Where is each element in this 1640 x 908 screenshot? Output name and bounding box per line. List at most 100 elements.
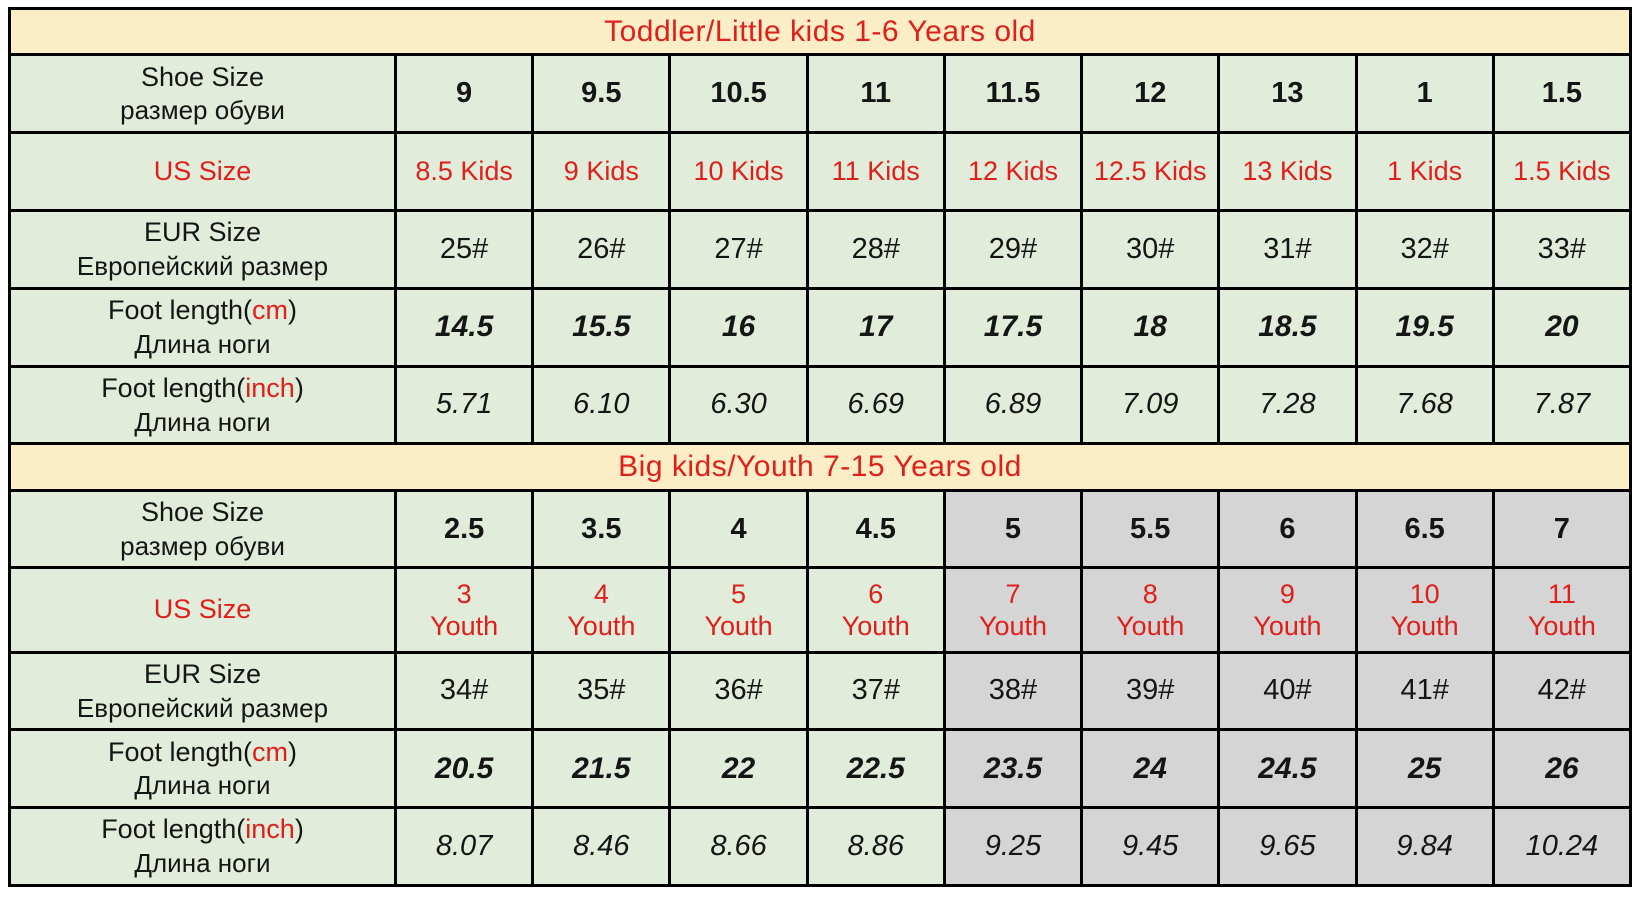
foot-length-cm-cell: 20: [1491, 286, 1633, 368]
table-row: EUR Size Европейский размер 25# 26# 27# …: [8, 208, 1633, 290]
row-label-ru: Длина ноги: [134, 328, 271, 359]
row-label-en: Foot length(cm): [107, 736, 298, 767]
shoe-size-cell: 4: [668, 488, 809, 570]
us-size-cell: 10 Youth: [1354, 566, 1495, 654]
foot-length-cm-cell: 25: [1354, 728, 1495, 810]
us-size-cell: 5 Youth: [668, 566, 809, 654]
us-size-cell: 13 Kids: [1217, 131, 1358, 212]
eur-size-cell: 32#: [1354, 208, 1495, 290]
us-size-cell: 10 Kids: [668, 131, 809, 212]
shoe-size-cell: 6: [1217, 488, 1358, 570]
row-label-en: Foot length(cm): [107, 294, 298, 325]
row-label-en: Foot length(inch): [101, 372, 304, 403]
us-size-cell: 7 Youth: [942, 566, 1084, 654]
foot-length-inch-cell: 9.84: [1354, 806, 1495, 887]
foot-length-inch-cell: 9.65: [1217, 806, 1358, 887]
us-size-cell: 1 Kids: [1354, 131, 1495, 212]
us-size-cell: 1.5 Kids: [1491, 131, 1633, 212]
foot-length-cm-cell: 20.5: [393, 728, 535, 810]
foot-length-cm-cell: 22.5: [805, 728, 946, 810]
row-label-foot-length-inch: Foot length(inch) Длина ноги: [8, 364, 397, 446]
shoe-size-cell: 5: [942, 488, 1084, 570]
table-row: Big kids/Youth 7-15 Years old: [8, 442, 1632, 492]
row-label-en: EUR Size: [143, 217, 262, 248]
row-label-en: US Size: [153, 155, 252, 186]
foot-length-inch-cell: 8.46: [531, 806, 672, 887]
eur-size-cell: 29#: [942, 208, 1084, 290]
section-toddler: Toddler/Little kids 1-6 Years old Shoe S…: [8, 6, 1633, 446]
section-big-kids: Big kids/Youth 7-15 Years old Shoe Size …: [8, 442, 1633, 887]
row-label-us-size: US Size: [8, 566, 397, 654]
foot-length-inch-cell: 8.07: [393, 806, 535, 887]
us-size-cell: 8.5 Kids: [393, 131, 535, 212]
eur-size-cell: 39#: [1080, 650, 1221, 732]
row-label-ru: Длина ноги: [134, 770, 271, 801]
us-size-cell: 9 Kids: [531, 131, 672, 212]
row-label-en: Shoe Size: [140, 496, 265, 527]
row-label-ru: размер обуви: [120, 95, 285, 126]
foot-length-inch-cell: 8.66: [668, 806, 809, 887]
table-row: US Size 8.5 Kids 9 Kids 10 Kids 11 Kids …: [8, 131, 1633, 212]
foot-length-cm-cell: 17: [805, 286, 946, 368]
row-label-foot-length-cm: Foot length(cm) Длина ноги: [8, 728, 397, 810]
shoe-size-cell: 5.5: [1080, 488, 1221, 570]
row-label-en: Foot length(inch): [101, 814, 304, 845]
table-row: Shoe Size размер обуви 9 9.5 10.5 11 11.…: [8, 53, 1633, 135]
foot-length-cm-cell: 17.5: [942, 286, 1084, 368]
foot-length-inch-cell: 6.69: [805, 364, 946, 446]
foot-length-inch-cell: 9.45: [1080, 806, 1221, 887]
foot-length-inch-cell: 6.89: [942, 364, 1084, 446]
row-label-ru: Европейский размер: [76, 692, 329, 723]
section-title-big-kids: Big kids/Youth 7-15 Years old: [8, 442, 1632, 492]
foot-length-inch-cell: 6.30: [668, 364, 809, 446]
row-label-en: EUR Size: [143, 658, 262, 689]
size-chart-table: Toddler/Little kids 1-6 Years old Shoe S…: [8, 6, 1633, 887]
foot-length-cm-cell: 16: [668, 286, 809, 368]
row-label-shoe-size: Shoe Size размер обуви: [8, 488, 397, 570]
eur-size-cell: 28#: [805, 208, 946, 290]
shoe-size-cell: 12: [1080, 53, 1221, 135]
foot-length-cm-cell: 22: [668, 728, 809, 810]
table-row: Toddler/Little kids 1-6 Years old: [8, 6, 1632, 57]
foot-length-cm-cell: 24.5: [1217, 728, 1358, 810]
row-label-en: US Size: [153, 594, 252, 625]
us-size-cell: 8 Youth: [1080, 566, 1221, 654]
foot-length-inch-cell: 9.25: [942, 806, 1084, 887]
eur-size-cell: 31#: [1217, 208, 1358, 290]
row-label-foot-length-cm: Foot length(cm) Длина ноги: [8, 286, 397, 368]
foot-length-cm-cell: 18.5: [1217, 286, 1358, 368]
eur-size-cell: 27#: [668, 208, 809, 290]
eur-size-cell: 42#: [1491, 650, 1633, 732]
us-size-cell: 12.5 Kids: [1080, 131, 1221, 212]
foot-length-cm-cell: 24: [1080, 728, 1221, 810]
eur-size-cell: 38#: [942, 650, 1084, 732]
row-label-eur-size: EUR Size Европейский размер: [8, 208, 397, 290]
us-size-cell: 11 Youth: [1491, 566, 1633, 654]
eur-size-cell: 35#: [531, 650, 672, 732]
eur-size-cell: 34#: [393, 650, 535, 732]
foot-length-inch-cell: 7.28: [1217, 364, 1358, 446]
foot-length-cm-cell: 15.5: [531, 286, 672, 368]
foot-length-cm-cell: 26: [1491, 728, 1633, 810]
row-label-ru: Европейский размер: [76, 250, 329, 281]
foot-length-inch-cell: 7.09: [1080, 364, 1221, 446]
row-label-ru: размер обуви: [120, 530, 285, 561]
shoe-size-cell: 1.5: [1491, 53, 1633, 135]
table-row: Foot length(cm) Длина ноги 20.5 21.5 22 …: [8, 728, 1633, 810]
table-row: Shoe Size размер обуви 2.5 3.5 4 4.5 5 5…: [8, 488, 1633, 570]
foot-length-inch-cell: 7.87: [1491, 364, 1633, 446]
shoe-size-cell: 13: [1217, 53, 1358, 135]
foot-length-inch-cell: 6.10: [531, 364, 672, 446]
eur-size-cell: 41#: [1354, 650, 1495, 732]
row-label-eur-size: EUR Size Европейский размер: [8, 650, 397, 732]
eur-size-cell: 26#: [531, 208, 672, 290]
us-size-cell: 3 Youth: [393, 566, 535, 654]
row-label-en: Shoe Size: [140, 61, 265, 92]
section-title-toddler: Toddler/Little kids 1-6 Years old: [8, 6, 1632, 57]
foot-length-inch-cell: 8.86: [805, 806, 946, 887]
eur-size-cell: 37#: [805, 650, 946, 732]
eur-size-cell: 25#: [393, 208, 535, 290]
row-label-ru: Длина ноги: [134, 406, 271, 437]
us-size-cell: 4 Youth: [531, 566, 672, 654]
